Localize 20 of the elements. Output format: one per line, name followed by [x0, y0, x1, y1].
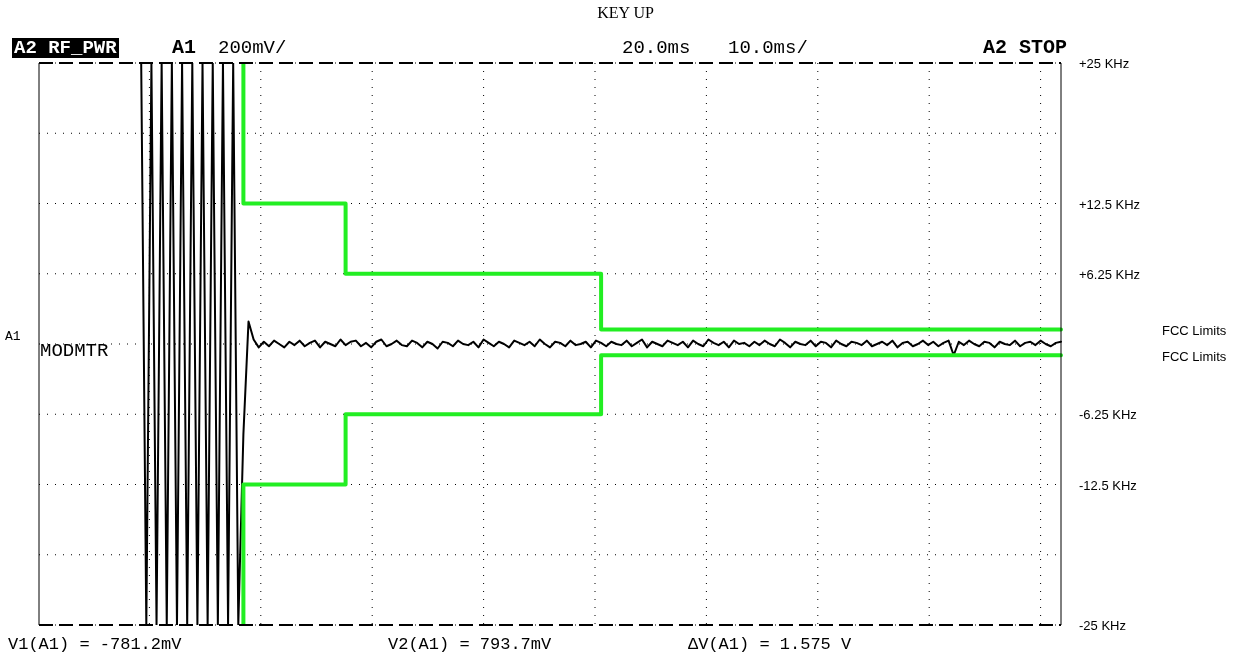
text: V1(A1) = -781.2mV [8, 635, 182, 653]
annotation: MODMTR [40, 340, 109, 362]
text: 20.0ms [622, 37, 691, 59]
y-tick-label: -25 KHz [1079, 618, 1126, 633]
text: FCC Limits [1162, 348, 1227, 366]
text: 200mV/ [218, 37, 287, 59]
y-tick-label: +12.5 KHz [1079, 196, 1141, 212]
chart-title: KEY UP [596, 4, 655, 22]
text: A1 [172, 36, 197, 59]
y-tick-label: +6.25 KHz [1079, 266, 1141, 282]
y-tick-label: -12.5 KHz [1079, 477, 1137, 493]
text: ΔV(A1) = 1.575 V [688, 635, 852, 653]
text: A1 [5, 328, 21, 346]
text: V2(A1) = 793.7mV [388, 635, 552, 653]
y-tick-label: +25 KHz [1079, 56, 1130, 71]
y-tick-label: -6.25 KHz [1079, 407, 1137, 423]
text: A2 RF_PWR [12, 37, 119, 59]
text: FCC Limits [1162, 322, 1227, 340]
text: A2 STOP [983, 36, 1068, 59]
text: 10.0ms/ [728, 37, 808, 59]
